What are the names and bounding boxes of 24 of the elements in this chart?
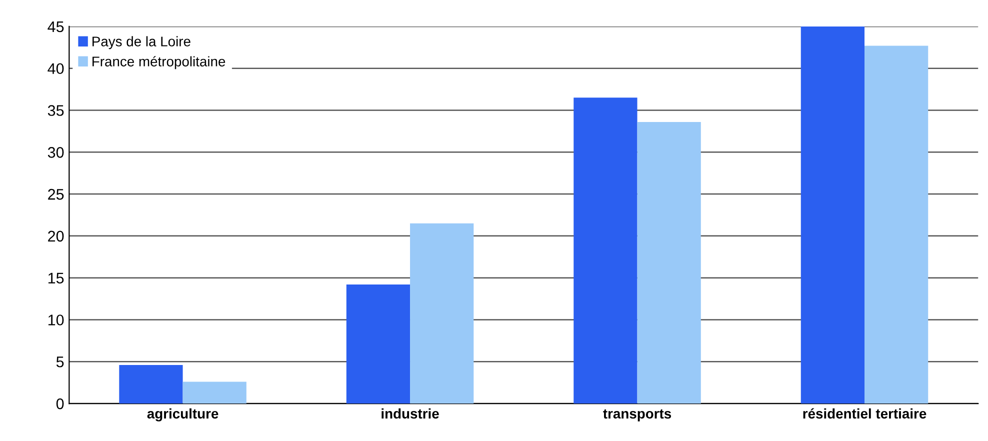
legend-label: France métropolitaine	[92, 56, 226, 70]
y-tick-label: 15	[48, 272, 64, 284]
y-tick-label: 5	[56, 356, 64, 368]
x-tick-label: industrie	[382, 408, 439, 419]
y-tick-label: 35	[48, 105, 64, 116]
bar	[637, 122, 701, 404]
y-tick-label: 10	[48, 314, 64, 326]
y-tick-label: 40	[48, 63, 64, 74]
x-tick-label: résidentiel tertiaire	[803, 408, 926, 419]
bar	[346, 284, 410, 404]
legend-label: Pays de la Loire	[92, 36, 190, 50]
bar	[410, 223, 474, 404]
x-tick-label: transports	[603, 409, 672, 422]
y-tick-label: 25	[48, 188, 64, 200]
y-tick-label: 0	[56, 398, 64, 410]
y-tick-label: 30	[48, 147, 64, 158]
bar	[182, 382, 246, 404]
bar	[864, 46, 928, 404]
y-tick-label: 20	[48, 230, 64, 242]
bar	[574, 98, 638, 404]
x-tick-label: agriculture	[147, 408, 218, 422]
bar	[800, 26, 864, 404]
bar	[119, 364, 183, 404]
y-tick-label: 45	[48, 21, 64, 32]
